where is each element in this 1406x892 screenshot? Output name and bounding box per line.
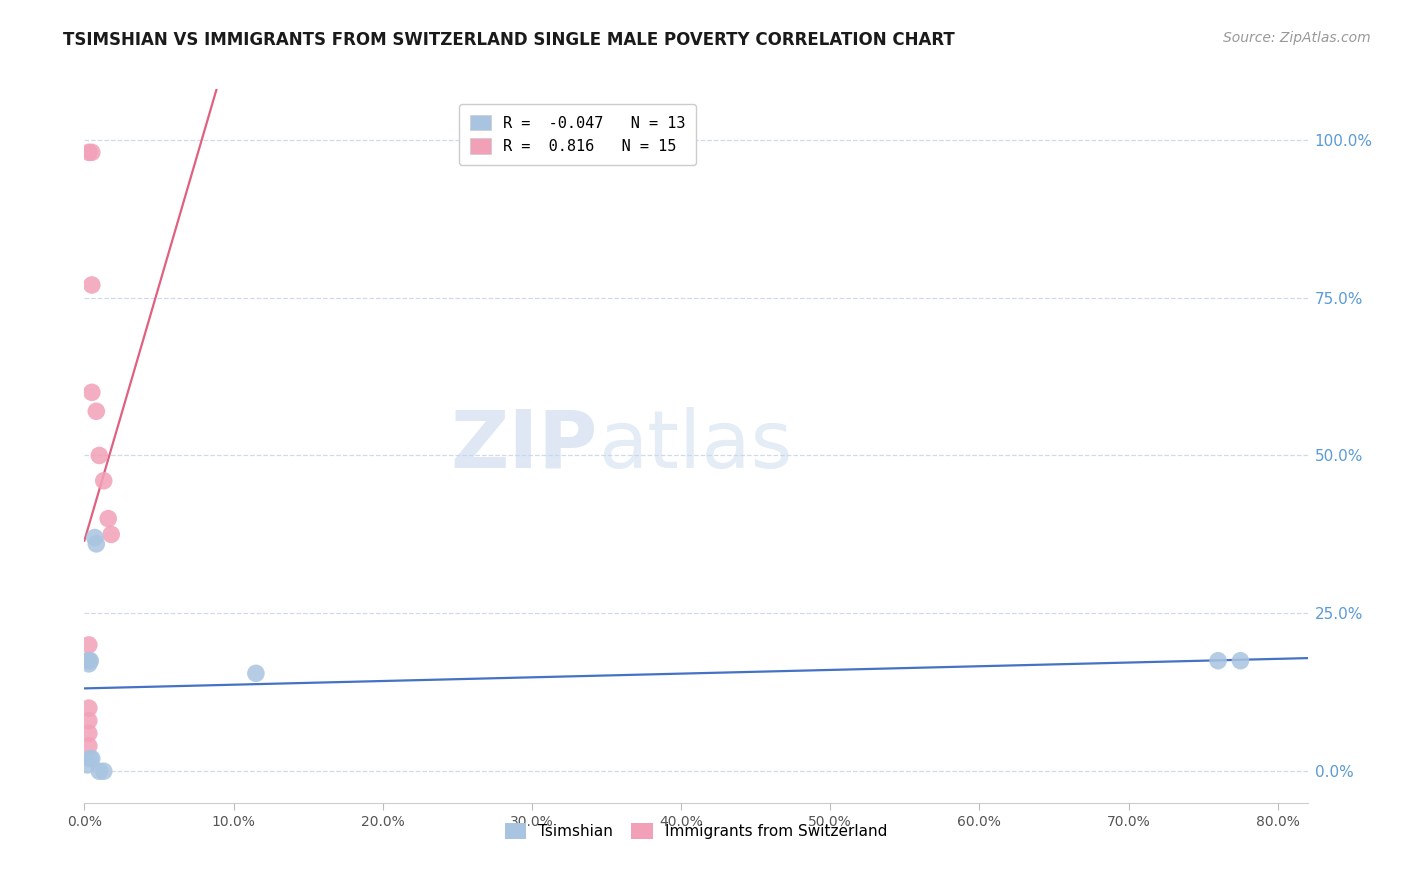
Point [80,385,103,400]
Text: ZIP: ZIP [451,407,598,485]
Point [80,751,103,765]
Point [84,404,107,418]
Point [1206,654,1229,668]
Point [97,511,120,525]
Point [1229,654,1251,668]
Point [77,726,100,740]
Text: atlas: atlas [598,407,793,485]
Point [77,654,100,668]
Point [80,277,103,292]
Text: TSIMSHIAN VS IMMIGRANTS FROM SWITZERLAND SINGLE MALE POVERTY CORRELATION CHART: TSIMSHIAN VS IMMIGRANTS FROM SWITZERLAND… [63,31,955,49]
Point [89,764,111,779]
Point [93,764,115,779]
Point [84,537,107,551]
Text: Source: ZipAtlas.com: Source: ZipAtlas.com [1223,31,1371,45]
Point [77,739,100,753]
Point [77,145,100,160]
Point [83,531,105,545]
Point [77,638,100,652]
Point [77,714,100,728]
Point [77,654,100,668]
Point [80,145,103,160]
Point [79,751,101,765]
Point [79,654,101,668]
Point [76,758,98,772]
Point [93,474,115,488]
Point [100,527,122,541]
Point [245,666,267,681]
Legend: Tsimshian, Immigrants from Switzerland: Tsimshian, Immigrants from Switzerland [499,817,893,845]
Point [89,449,111,463]
Point [77,657,100,671]
Point [77,701,100,715]
